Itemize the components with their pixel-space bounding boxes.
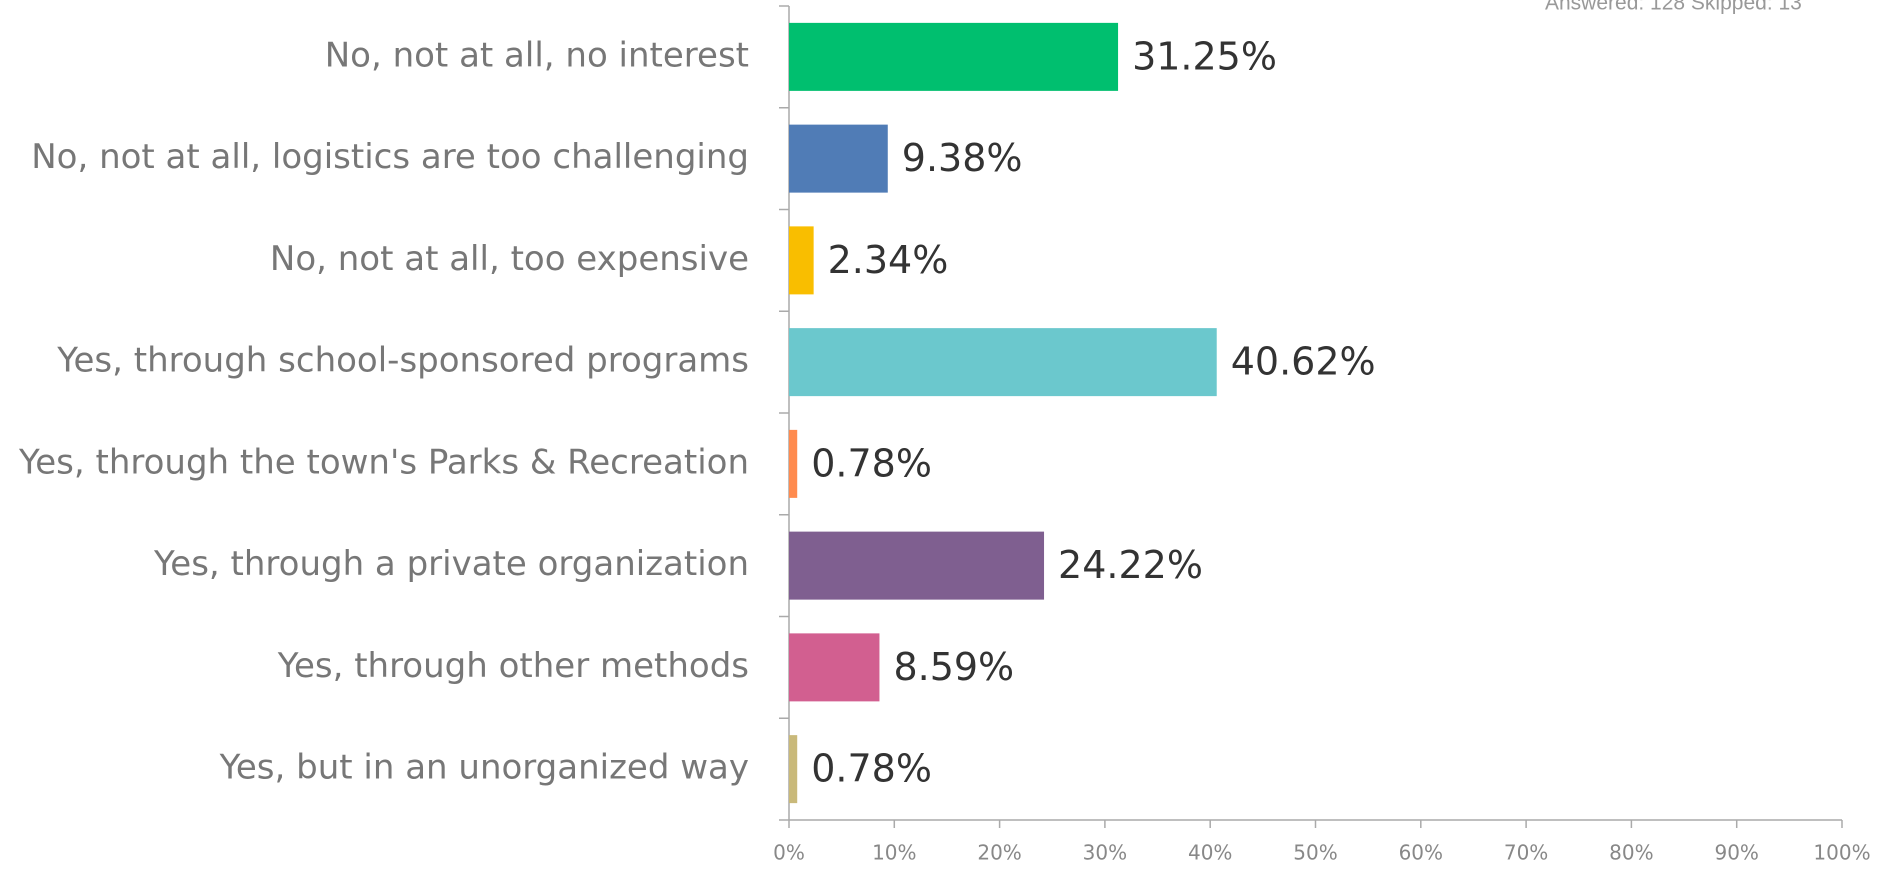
bar — [789, 226, 814, 295]
x-tick-label: 30% — [1083, 841, 1127, 865]
bar — [789, 429, 798, 498]
x-tick-label: 70% — [1504, 841, 1548, 865]
category-label: Yes, through other methods — [277, 646, 749, 686]
x-tick-label: 10% — [872, 841, 916, 865]
response-note: Answered: 128 Skipped: 13 — [1545, 0, 1802, 15]
x-tick-label: 90% — [1714, 841, 1758, 865]
value-label: 0.78% — [811, 747, 932, 791]
bar — [789, 124, 888, 193]
value-label: 24.22% — [1058, 543, 1203, 587]
bar — [789, 531, 1045, 600]
category-label: No, not at all, too expensive — [270, 239, 749, 279]
value-label: 0.78% — [811, 441, 932, 485]
value-label: 40.62% — [1231, 340, 1376, 384]
category-label: Yes, but in an unorganized way — [219, 748, 749, 788]
x-tick-label: 80% — [1609, 841, 1653, 865]
category-label: No, not at all, no interest — [325, 35, 749, 75]
x-tick-label: 0% — [773, 841, 805, 865]
value-label: 8.59% — [893, 645, 1014, 689]
value-label: 2.34% — [828, 238, 949, 282]
value-label: 31.25% — [1132, 34, 1277, 78]
category-label: Yes, through the town's Parks & Recreati… — [18, 442, 749, 482]
category-label: No, not at all, logistics are too challe… — [31, 137, 749, 177]
value-label: 9.38% — [902, 136, 1023, 180]
x-tick-label: 20% — [977, 841, 1021, 865]
category-label: Yes, through a private organization — [153, 544, 749, 584]
x-tick-label: 40% — [1188, 841, 1232, 865]
x-tick-label: 100% — [1813, 841, 1870, 865]
bar — [789, 633, 880, 702]
category-label: Yes, through school-sponsored programs — [56, 341, 749, 381]
bar — [789, 735, 798, 804]
bar — [789, 22, 1119, 91]
x-tick-label: 50% — [1293, 841, 1337, 865]
bar — [789, 328, 1217, 397]
x-tick-label: 60% — [1399, 841, 1443, 865]
